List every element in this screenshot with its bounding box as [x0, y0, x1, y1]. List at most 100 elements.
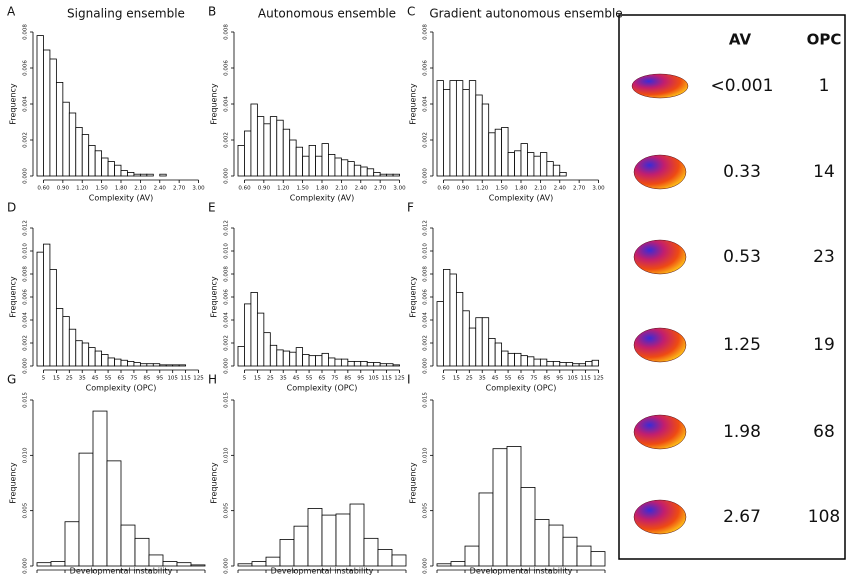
y-tick-label: 0.012 — [423, 220, 429, 236]
x-tick-label: 95 — [156, 376, 163, 382]
panel-label: I — [407, 373, 411, 387]
bar — [585, 360, 593, 367]
y-tick-label: 0.006 — [23, 60, 29, 76]
shape-icon — [631, 73, 689, 99]
bar — [190, 564, 206, 567]
x-tick-label: 115 — [180, 376, 191, 382]
bar — [289, 139, 297, 177]
y-tick-label: 0.006 — [423, 60, 429, 76]
x-tick-label: 85 — [143, 376, 150, 382]
y-tick-label: 0.008 — [23, 266, 29, 282]
bar — [43, 49, 51, 177]
bar — [263, 123, 271, 177]
x-tick-label: 5 — [42, 376, 46, 382]
panel-title: Signaling ensemble — [67, 7, 185, 21]
bar — [520, 355, 528, 367]
x-tick-label: 35 — [79, 376, 86, 382]
x-tick-label: 0.60 — [238, 186, 251, 192]
x-tick-label: 15 — [254, 376, 261, 382]
bar — [64, 521, 80, 567]
bar — [251, 561, 267, 567]
x-tick-label: 1.50 — [495, 186, 508, 192]
bar — [462, 310, 470, 367]
y-tick-label: 0.002 — [23, 335, 29, 351]
y-tick-label: 0.012 — [23, 220, 29, 236]
x-tick-label: 45 — [293, 376, 300, 382]
y-tick-label: 0.000 — [423, 358, 429, 374]
bar — [101, 157, 109, 177]
y-tick-label: 0.010 — [23, 447, 29, 463]
x-tick-label: 1.50 — [95, 186, 108, 192]
x-tick-label: 75 — [530, 376, 537, 382]
bar — [578, 363, 587, 367]
table-header: AV — [729, 31, 752, 49]
x-tick-label: 1.20 — [277, 186, 290, 192]
bar — [514, 352, 522, 367]
x-tick-label: 1.80 — [515, 186, 528, 192]
x-tick-label: 125 — [394, 376, 405, 382]
bar — [360, 166, 368, 177]
bar — [449, 273, 457, 367]
panel-title: Gradient autonomous ensemble — [429, 7, 622, 21]
x-tick-label: 105 — [167, 376, 178, 382]
bar — [75, 340, 83, 367]
x-tick-label: 95 — [357, 376, 364, 382]
x-tick-label: 65 — [518, 376, 525, 382]
bar — [334, 358, 342, 367]
bar — [127, 171, 135, 177]
bar — [379, 363, 388, 367]
y-tick-label: 0.002 — [423, 335, 429, 351]
bar — [55, 308, 64, 367]
table-cell: 1.25 — [723, 335, 761, 355]
bar — [591, 359, 599, 367]
bar — [55, 82, 64, 177]
y-tick-label: 0.000 — [224, 168, 230, 184]
bar — [146, 363, 154, 367]
bar — [120, 359, 128, 367]
bar — [94, 150, 103, 177]
bar — [176, 562, 192, 567]
x-tick-label: 15 — [453, 376, 460, 382]
bar — [492, 448, 508, 567]
x-axis-label: Developmental instability — [70, 567, 173, 575]
bar — [165, 364, 174, 367]
x-tick-label: 85 — [543, 376, 550, 382]
y-tick-label: 0.000 — [23, 558, 29, 574]
bar — [302, 155, 310, 177]
x-tick-label: 25 — [66, 376, 73, 382]
bar — [391, 554, 407, 567]
bar — [475, 94, 483, 177]
table-cell: <0.001 — [711, 76, 774, 96]
bar — [315, 355, 323, 367]
bar — [106, 460, 122, 567]
bar — [78, 452, 94, 567]
bar — [162, 561, 178, 567]
shape-icon — [633, 154, 687, 190]
y-tick-label: 0.010 — [23, 243, 29, 259]
y-tick-label: 0.002 — [224, 132, 230, 148]
bar — [576, 545, 592, 567]
y-tick-label: 0.006 — [224, 60, 230, 76]
y-tick-label: 0.004 — [224, 96, 230, 112]
table-cell: 23 — [813, 247, 835, 267]
bar — [488, 337, 496, 367]
table-cell: 1 — [819, 76, 830, 96]
panel-title: Autonomous ensemble — [258, 7, 396, 21]
bar — [450, 561, 466, 567]
bar — [94, 350, 103, 367]
bar — [494, 342, 503, 367]
bar — [139, 173, 148, 177]
bar — [349, 503, 365, 567]
bar — [363, 537, 379, 567]
bar — [68, 328, 77, 367]
x-axis-label: Complexity (OPC) — [86, 384, 157, 393]
bar — [148, 554, 164, 567]
panel-label: H — [208, 373, 217, 387]
y-tick-label: 0.010 — [423, 447, 429, 463]
y-tick-label: 0.000 — [224, 558, 230, 574]
table-cell: 14 — [813, 162, 835, 182]
bar — [436, 563, 452, 567]
y-tick-label: 0.010 — [224, 243, 230, 259]
x-axis-label: Complexity (AV) — [89, 194, 153, 203]
bar — [506, 446, 522, 567]
